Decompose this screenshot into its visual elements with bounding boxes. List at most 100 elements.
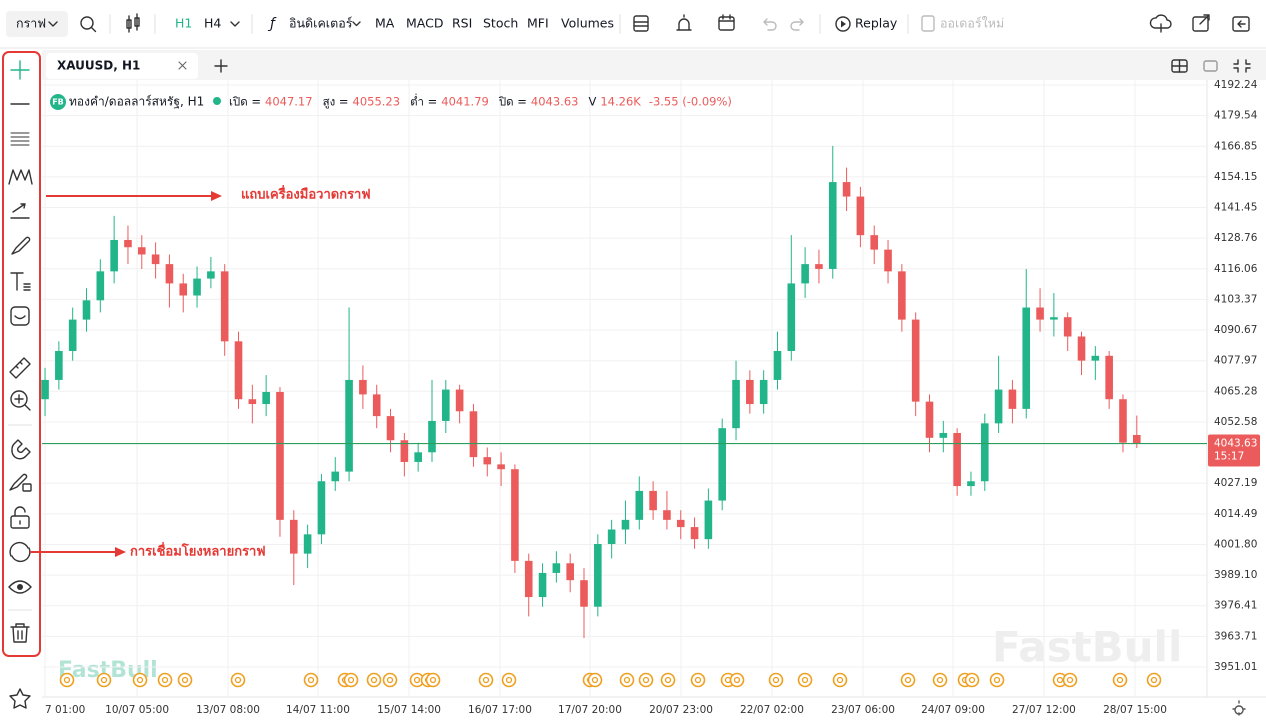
brush-tool[interactable] (11, 236, 31, 255)
undo-icon[interactable] (763, 18, 777, 31)
event-marker (425, 672, 441, 688)
rsi[interactable]: RSI (452, 16, 472, 31)
arrow-head (211, 191, 222, 201)
icon-tool[interactable] (10, 306, 30, 326)
timeframe-h4[interactable]: H4 (204, 16, 221, 31)
replay-play (841, 20, 846, 28)
candle-type-icon[interactable] (126, 13, 140, 33)
replay-icon[interactable] (835, 16, 851, 32)
y-tick-label: 4090.67 (1214, 324, 1257, 336)
y-tick-label: 3951.01 (1214, 661, 1257, 673)
event-marker (768, 672, 784, 688)
calendar-icon[interactable] (718, 16, 735, 31)
event-marker (638, 672, 654, 688)
candle-body (317, 481, 326, 535)
candle-body (676, 519, 685, 528)
ruler-tool[interactable] (9, 357, 31, 379)
single-layout[interactable] (1203, 60, 1218, 72)
event-marker (964, 672, 980, 688)
share-icon[interactable] (1192, 16, 1209, 32)
lock-tool-shackle (14, 506, 26, 525)
event-marker (619, 672, 635, 688)
layout-icon[interactable] (633, 15, 649, 32)
event-marker-inner (482, 676, 490, 684)
lock-tool[interactable] (10, 515, 30, 529)
search-icon[interactable] (80, 16, 94, 30)
event-marker (690, 672, 706, 688)
event-marker (366, 672, 382, 688)
candle-body (967, 481, 975, 487)
event-marker-inner (801, 676, 809, 684)
candle-body (704, 500, 713, 540)
x-tick-label: 27/07 12:00 (1012, 704, 1076, 716)
lock-drawing-tool[interactable] (9, 473, 28, 491)
dropdown-icon[interactable] (230, 21, 240, 27)
macd[interactable]: MACD (406, 16, 443, 31)
y-tick-label: 4179.54 (1214, 110, 1258, 122)
crosshair-tool[interactable] (10, 60, 30, 80)
event-marker-inner (936, 676, 944, 684)
market-open-dot (213, 97, 221, 105)
event-marker (478, 672, 494, 688)
badge-bg (50, 94, 66, 110)
panel-icon[interactable] (1232, 16, 1250, 32)
text-tool[interactable] (10, 272, 31, 291)
volume-label: V (588, 95, 596, 109)
event-marker (900, 672, 916, 688)
plot-area: FastBull FastBull4192.244179.544166.85415… (41, 79, 1260, 716)
candle-body (718, 428, 727, 501)
new-order[interactable]: ออเดอร์ใหม่ (940, 16, 1004, 31)
alert-icon[interactable] (676, 14, 692, 31)
top-toolbar (0, 0, 1266, 48)
event-marker-inner (347, 676, 355, 684)
y-tick-label: 3976.41 (1214, 600, 1257, 612)
replay[interactable]: Replay (855, 16, 898, 31)
stoch[interactable]: Stoch (483, 16, 518, 31)
candle-body (469, 411, 478, 458)
symbol-title: ทองคำ/ดอลลาร์สหรัฐ, H1 (69, 95, 204, 109)
candle-body (524, 560, 533, 598)
tab[interactable] (46, 53, 198, 79)
sync-tool[interactable] (9, 541, 31, 563)
new-tab[interactable] (214, 59, 228, 73)
annotation: แถบเครื่องมือวาดกราฟ (241, 185, 371, 203)
x-tick-label: 13/07 08:00 (196, 704, 260, 716)
redo-icon[interactable] (790, 18, 804, 31)
event-marker (343, 672, 359, 688)
magnet-tool[interactable] (11, 439, 31, 460)
candle-body (911, 319, 920, 402)
delete-tool[interactable] (10, 623, 30, 643)
y-tick-label: 4001.80 (1214, 538, 1257, 550)
volumes[interactable]: Volumes (561, 16, 614, 31)
zoom-tool[interactable] (10, 390, 28, 408)
event-marker-inner (623, 676, 631, 684)
tab-close[interactable] (178, 61, 187, 70)
prediction-tool[interactable] (10, 203, 30, 219)
favorites-tool[interactable] (9, 688, 31, 709)
indicators[interactable]: อินดิเคเตอร์ (289, 16, 353, 31)
highlight-box (2, 51, 41, 657)
candle-body (55, 350, 63, 380)
event-marker-inner (904, 676, 912, 684)
fullscreen[interactable] (1233, 59, 1251, 73)
candle-body (372, 394, 381, 417)
pattern-tool[interactable] (8, 169, 33, 185)
mfi[interactable]: MFI (527, 16, 549, 31)
ma[interactable]: MA (375, 16, 395, 31)
candle-body (165, 264, 174, 284)
chart-menu[interactable]: กราฟ (16, 16, 46, 31)
fib-tool[interactable] (10, 132, 30, 146)
timeframe-h1[interactable]: H1 (175, 16, 192, 31)
tab-title[interactable]: XAUUSD, H1 (57, 59, 140, 73)
visibility-tool[interactable] (8, 580, 32, 594)
candle-body (151, 254, 160, 265)
chart-menu-bg[interactable] (6, 11, 68, 37)
y-tick-label: 4052.58 (1214, 416, 1257, 428)
ohlc-legend: เปิด = 4047.17 สูง = 4055.23 ต่ำ = 4041.79 ปิด… (229, 94, 732, 109)
cloud-icon[interactable] (1149, 14, 1172, 33)
dropdown-icon (48, 21, 58, 27)
badge: FB (52, 98, 64, 107)
settings-icon[interactable] (1232, 700, 1246, 716)
event-marker (932, 672, 948, 688)
event-marker (59, 672, 75, 688)
